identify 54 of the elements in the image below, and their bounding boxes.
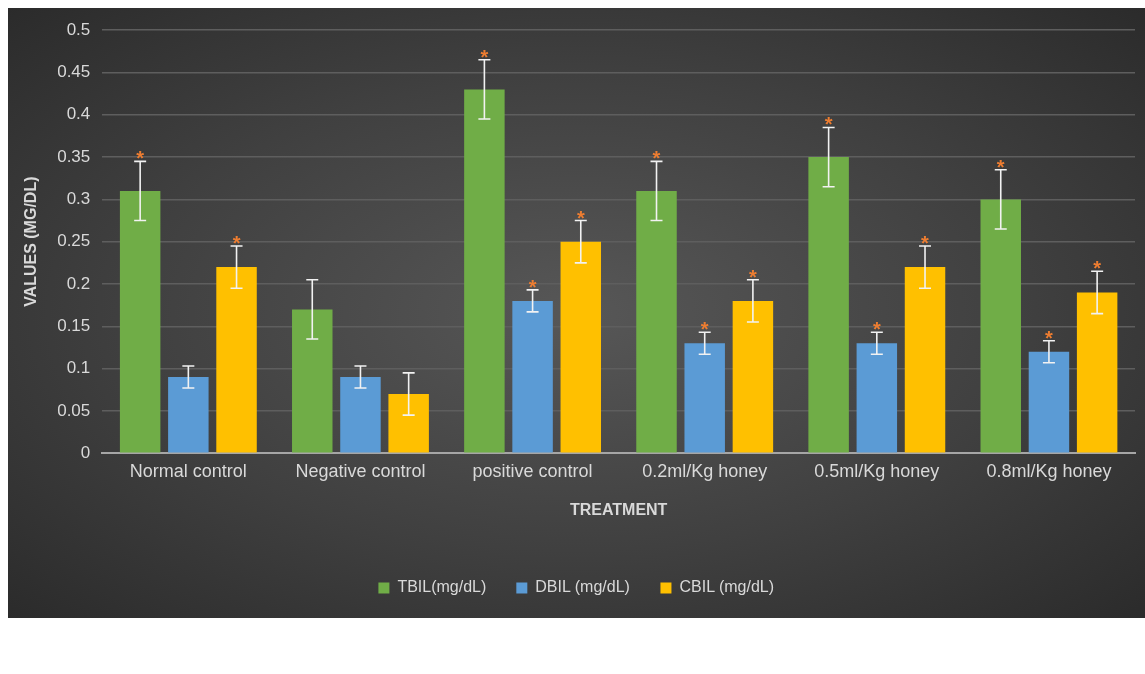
legend-label: TBIL(mg/dL) [397, 578, 487, 596]
x-tick-label: 0.2ml/Kg honey [642, 460, 768, 481]
data-label: * [136, 147, 145, 170]
bar [119, 190, 161, 453]
y-tick-label: 0.25 [57, 231, 91, 251]
bar [732, 300, 774, 453]
bar [512, 300, 553, 453]
y-tick-label: 0.5 [66, 19, 91, 39]
x-tick-label: Normal control [129, 460, 247, 481]
y-tick-label: 0.4 [66, 104, 91, 124]
bar [216, 267, 257, 453]
data-label: * [576, 206, 585, 229]
data-label: * [480, 45, 489, 68]
data-label: * [1045, 326, 1054, 349]
bar [904, 267, 946, 453]
bar [856, 343, 898, 453]
legend-label: CBIL (mg/dL) [679, 578, 774, 596]
data-label: * [824, 113, 833, 136]
bar [980, 199, 1021, 453]
data-label: * [652, 147, 661, 170]
data-label: * [872, 318, 881, 341]
bar [1076, 292, 1118, 453]
data-label: * [921, 231, 930, 254]
y-axis-title: VALUES (MG/DL) [22, 176, 40, 307]
data-label: * [700, 318, 709, 341]
y-tick-label: 0.1 [66, 358, 91, 378]
bar [168, 377, 209, 453]
bar [340, 377, 381, 453]
bar [808, 157, 849, 453]
bar [388, 393, 429, 453]
y-tick-label: 0.15 [57, 315, 91, 335]
y-tick-label: 0.05 [57, 400, 91, 420]
data-label: * [996, 155, 1005, 178]
x-tick-label: positive control [472, 460, 593, 481]
y-tick-label: 0 [80, 442, 91, 462]
x-tick-label: 0.5ml/Kg honey [814, 460, 940, 481]
data-label: * [749, 265, 757, 288]
bar [636, 190, 677, 453]
y-tick-label: 0.45 [57, 62, 91, 82]
bar [560, 241, 602, 453]
x-tick-label: 0.8ml/Kg honey [986, 460, 1112, 481]
legend-label: DBIL (mg/dL) [535, 578, 630, 596]
x-axis-title: TREATMENT [569, 500, 668, 518]
data-label: * [232, 231, 241, 254]
data-label: * [528, 275, 537, 298]
x-tick-label: Negative control [295, 460, 426, 481]
data-label: * [1093, 257, 1102, 280]
y-tick-label: 0.35 [57, 146, 91, 166]
bar [464, 89, 505, 453]
y-tick-label: 0.2 [66, 273, 91, 293]
bar [292, 309, 333, 453]
bar [1028, 351, 1070, 453]
y-tick-label: 0.3 [66, 189, 91, 209]
bar [684, 343, 725, 453]
